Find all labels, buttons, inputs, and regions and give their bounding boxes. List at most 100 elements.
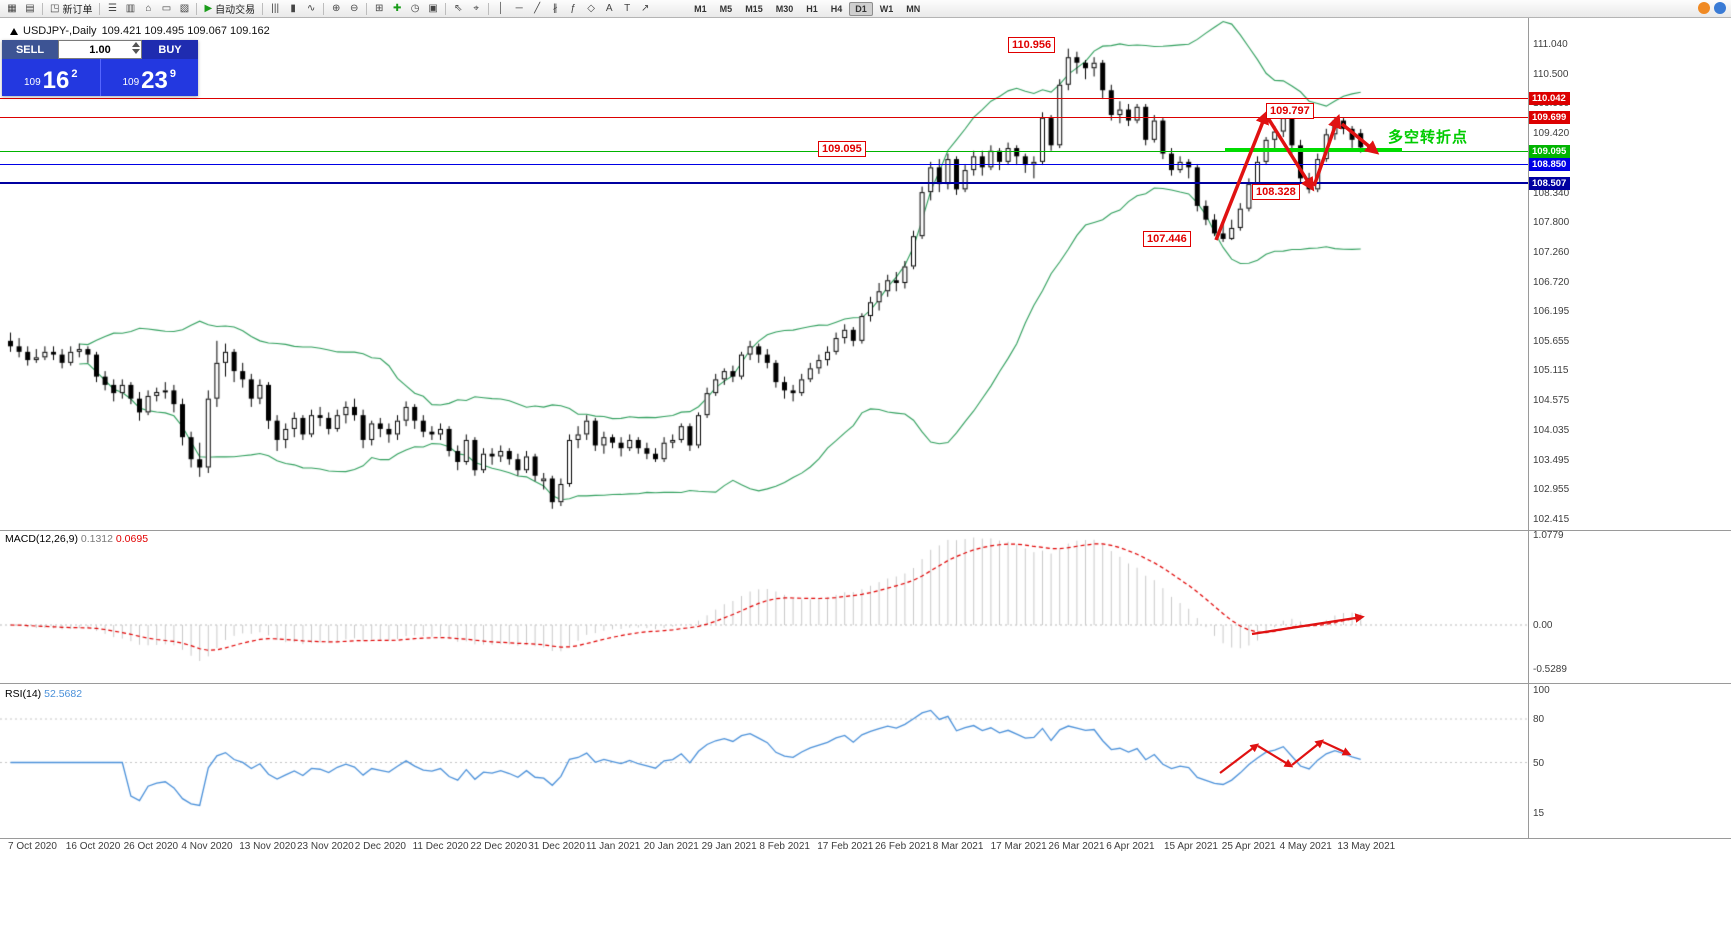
toolbar-separator bbox=[488, 2, 490, 15]
new-chart-button[interactable]: ▦ bbox=[3, 1, 21, 16]
community-icon[interactable] bbox=[1714, 2, 1726, 14]
autotrading-button-label: 自动交易 bbox=[215, 5, 256, 16]
bull-bear-pivot-label[interactable]: 多空转折点 bbox=[1388, 129, 1469, 146]
date-axis-label: 22 Dec 2020 bbox=[470, 841, 528, 852]
price-tag-109095: 109.095 bbox=[1529, 144, 1570, 158]
pivot-zone-line[interactable] bbox=[1225, 148, 1402, 152]
candlestick-chart-icon: ▮ bbox=[290, 2, 296, 14]
date-axis-label: 11 Jan 2021 bbox=[586, 841, 641, 852]
periods-button[interactable]: ◷ bbox=[406, 1, 424, 16]
horizontal-line-10885[interactable] bbox=[0, 164, 1528, 166]
sell-price[interactable]: 109 16 2 bbox=[2, 59, 100, 96]
label-button[interactable]: T bbox=[618, 1, 636, 16]
label-icon: T bbox=[624, 2, 631, 14]
volume-input[interactable]: 1.00 bbox=[58, 40, 142, 59]
pane-separator-macd[interactable] bbox=[0, 530, 1731, 531]
buy-price[interactable]: 109 23 9 bbox=[101, 59, 199, 96]
price-tag-108850: 108.850 bbox=[1529, 158, 1570, 172]
new-order-button[interactable]: ◳ 新订单 bbox=[46, 1, 96, 16]
time-axis[interactable]: 7 Oct 2020 16 Oct 2020 26 Oct 2020 4 Nov 20… bbox=[0, 838, 1731, 858]
strategy-tester-button[interactable]: ▧ bbox=[175, 1, 193, 16]
macd-main-value: 0.1312 bbox=[80, 533, 113, 545]
date-axis-label: 17 Feb 2021 bbox=[817, 841, 874, 852]
data-window-icon: ▥ bbox=[125, 2, 136, 14]
horizontal-line-109095[interactable] bbox=[0, 150, 1528, 152]
horizontal-line-icon: ─ bbox=[515, 2, 523, 14]
volume-down-button[interactable] bbox=[132, 49, 140, 54]
date-axis-label: 6 Apr 2021 bbox=[1106, 841, 1155, 852]
data-window-button[interactable]: ▥ bbox=[121, 1, 139, 16]
zoom-out-icon: ⊖ bbox=[349, 2, 359, 14]
candlestick-chart-button[interactable]: ▮ bbox=[284, 1, 302, 16]
oneclick-panel-toggle-icon[interactable] bbox=[10, 27, 18, 35]
indicators-button[interactable]: ✚ bbox=[388, 1, 406, 16]
timeframe-m5-button[interactable]: M5 bbox=[719, 3, 733, 14]
vertical-line-icon: │ bbox=[498, 2, 505, 14]
price-label-109095[interactable]: 109.095 bbox=[818, 141, 866, 157]
toolbar-separator bbox=[445, 2, 447, 15]
price-label-109797[interactable]: 109.797 bbox=[1266, 103, 1314, 119]
date-axis-label: 11 Dec 2020 bbox=[412, 841, 469, 852]
price-label-107446[interactable]: 107.446 bbox=[1143, 231, 1191, 247]
zoom-in-button[interactable]: ⊕ bbox=[327, 1, 345, 16]
zoom-out-button[interactable]: ⊖ bbox=[345, 1, 363, 16]
market-watch-button[interactable]: ☰ bbox=[103, 1, 121, 16]
timeframe-h4-button[interactable]: H4 bbox=[830, 3, 843, 14]
navigator-button[interactable]: ⌂ bbox=[139, 1, 157, 16]
fibonacci-button[interactable]: ƒ bbox=[564, 1, 582, 16]
date-axis-label: 16 Oct 2020 bbox=[65, 841, 121, 852]
horizontal-line-button[interactable]: ─ bbox=[510, 1, 528, 16]
macd-signal-value: 0.0695 bbox=[115, 533, 149, 545]
timeframe-mn-button[interactable]: MN bbox=[906, 3, 921, 14]
templates-button[interactable]: ▣ bbox=[424, 1, 442, 16]
text-button[interactable]: A bbox=[600, 1, 618, 16]
price-tag-109699: 109.699 bbox=[1529, 111, 1570, 125]
timeframe-m1-button[interactable]: M1 bbox=[694, 3, 707, 14]
bar-chart-button[interactable]: ||| bbox=[266, 1, 284, 16]
timeframe-w1-button[interactable]: W1 bbox=[879, 3, 894, 14]
cursor-button[interactable]: ⇖ bbox=[449, 1, 467, 16]
tile-windows-button[interactable]: ⊞ bbox=[370, 1, 388, 16]
date-axis-label: 31 Dec 2020 bbox=[528, 841, 585, 852]
navigator-icon: ⌂ bbox=[145, 2, 152, 14]
tile-windows-icon: ⊞ bbox=[374, 2, 384, 14]
new-chart-icon: ▦ bbox=[7, 2, 17, 14]
new-order-icon: ◳ bbox=[50, 2, 60, 14]
notifications-icon[interactable] bbox=[1698, 2, 1710, 14]
horizontal-line-110042[interactable] bbox=[0, 98, 1528, 100]
horizontal-line-109699[interactable] bbox=[0, 117, 1528, 119]
shapes-button[interactable]: ◇ bbox=[582, 1, 600, 16]
date-axis-label: 13 Nov 2020 bbox=[239, 841, 296, 852]
channel-button[interactable]: ∦ bbox=[546, 1, 564, 16]
price-axis[interactable]: 111.040110.500109.960109.420108.880108.3… bbox=[1528, 17, 1731, 838]
line-chart-button[interactable]: ∿ bbox=[302, 1, 320, 16]
volume-up-button[interactable] bbox=[132, 42, 140, 47]
date-axis-label: 4 May 2021 bbox=[1279, 841, 1332, 852]
rsi-name: RSI(14) bbox=[5, 688, 42, 700]
price-axis-label: 104.575 bbox=[1533, 395, 1570, 407]
buy-button[interactable]: BUY bbox=[142, 40, 198, 59]
timeframe-h1-button[interactable]: H1 bbox=[806, 3, 818, 14]
timeframe-m15-button[interactable]: M15 bbox=[745, 3, 763, 14]
horizontal-line-108507[interactable] bbox=[0, 182, 1528, 185]
terminal-button[interactable]: ▭ bbox=[157, 1, 175, 16]
macd-axis-label: -0.5289 bbox=[1533, 664, 1567, 676]
buy-price-prefix: 109 bbox=[122, 77, 140, 88]
vertical-line-button[interactable]: │ bbox=[492, 1, 510, 16]
chart-symbol-period: USDJPY-,Daily bbox=[23, 25, 97, 37]
timeframe-m30-button[interactable]: M30 bbox=[775, 3, 794, 14]
pane-separator-rsi[interactable] bbox=[0, 683, 1731, 684]
date-axis-label: 20 Jan 2021 bbox=[643, 841, 699, 852]
autotrading-button[interactable]: ▶ 自动交易 bbox=[200, 1, 259, 16]
arrow-tool-button[interactable]: ↗ bbox=[636, 1, 654, 16]
date-axis-label: 25 Apr 2021 bbox=[1221, 841, 1276, 852]
crosshair-button[interactable]: ⌖ bbox=[467, 1, 485, 16]
price-label-108328[interactable]: 108.328 bbox=[1252, 184, 1300, 200]
timeframe-d1-button[interactable]: D1 bbox=[849, 1, 873, 16]
sell-button[interactable]: SELL bbox=[2, 40, 58, 59]
price-label-110956[interactable]: 110.956 bbox=[1008, 37, 1056, 53]
profiles-button[interactable]: ▤ bbox=[21, 1, 39, 16]
rsi-axis-label: 15 bbox=[1533, 808, 1545, 820]
trendline-button[interactable]: ╱ bbox=[528, 1, 546, 16]
